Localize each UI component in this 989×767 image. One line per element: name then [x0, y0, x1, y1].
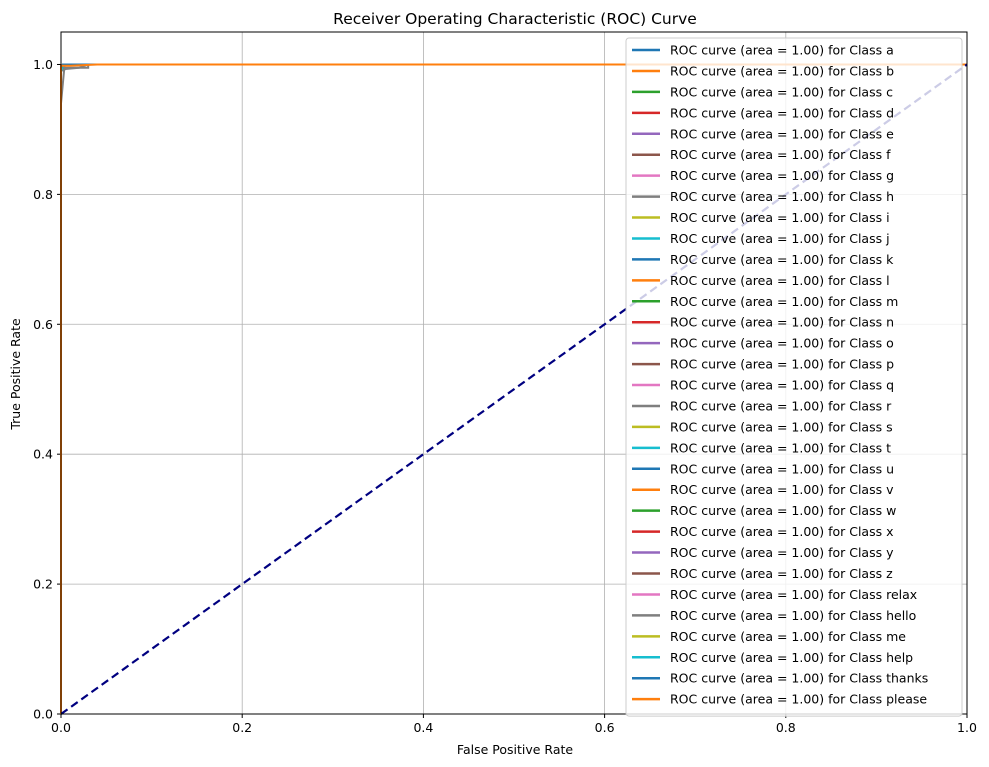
legend-box [625, 37, 963, 717]
legend-entry: ROC curve (area = 1.00) for Class me [670, 629, 906, 644]
legend-entry: ROC curve (area = 1.00) for Class q [670, 378, 894, 393]
y-tick-label: 1.0 [33, 57, 53, 72]
y-axis-label: True Positive Rate [8, 318, 23, 431]
legend-entry: ROC curve (area = 1.00) for Class x [670, 524, 894, 539]
y-axis-ticks: 0.0 0.2 0.4 0.6 0.8 1.0 [33, 57, 61, 722]
legend: ROC curve (area = 1.00) for Class a ROC c… [625, 37, 963, 717]
legend-entry: ROC curve (area = 1.00) for Class m [670, 294, 898, 309]
legend-entry: ROC curve (area = 1.00) for Class a [670, 43, 894, 58]
legend-entry: ROC curve (area = 1.00) for Class l [670, 273, 890, 288]
legend-entry: ROC curve (area = 1.00) for Class w [670, 503, 896, 518]
legend-entry: ROC curve (area = 1.00) for Class u [670, 461, 894, 476]
legend-entry: ROC curve (area = 1.00) for Class y [670, 545, 894, 560]
x-tick-label: 1.0 [957, 720, 977, 735]
x-tick-label: 0.8 [776, 720, 796, 735]
legend-entry: ROC curve (area = 1.00) for Class relax [670, 587, 917, 602]
legend-entry: ROC curve (area = 1.00) for Class r [670, 398, 892, 413]
legend-entry: ROC curve (area = 1.00) for Class k [670, 252, 894, 267]
legend-entry: ROC curve (area = 1.00) for Class d [670, 105, 894, 120]
legend-entry: ROC curve (area = 1.00) for Class help [670, 650, 913, 665]
legend-entry: ROC curve (area = 1.00) for Class s [670, 419, 893, 434]
x-axis-ticks: 0.0 0.2 0.4 0.6 0.8 1.0 [51, 714, 977, 735]
y-tick-label: 0.0 [33, 707, 53, 722]
y-tick-label: 0.6 [33, 317, 53, 332]
legend-entry: ROC curve (area = 1.00) for Class t [670, 440, 891, 455]
legend-entry: ROC curve (area = 1.00) for Class j [670, 231, 890, 246]
legend-entry: ROC curve (area = 1.00) for Class g [670, 168, 894, 183]
legend-entry: ROC curve (area = 1.00) for Class p [670, 357, 894, 372]
x-tick-label: 0.0 [51, 720, 71, 735]
legend-entry: ROC curve (area = 1.00) for Class hello [670, 608, 916, 623]
x-tick-label: 0.6 [595, 720, 615, 735]
legend-entry: ROC curve (area = 1.00) for Class i [670, 210, 890, 225]
legend-entry: ROC curve (area = 1.00) for Class please [670, 692, 927, 707]
y-tick-label: 0.8 [33, 187, 53, 202]
roc-series-group [60, 63, 967, 714]
legend-entry: ROC curve (area = 1.00) for Class z [670, 566, 893, 581]
x-tick-label: 0.2 [232, 720, 252, 735]
legend-entry: ROC curve (area = 1.00) for Class f [670, 147, 891, 162]
x-tick-label: 0.4 [413, 720, 433, 735]
legend-entry: ROC curve (area = 1.00) for Class e [670, 126, 894, 141]
legend-entry: ROC curve (area = 1.00) for Class c [670, 84, 893, 99]
y-tick-label: 0.4 [33, 447, 53, 462]
legend-entry: ROC curve (area = 1.00) for Class h [670, 189, 894, 204]
plot-frame [60, 31, 968, 715]
legend-entry: ROC curve (area = 1.00) for Class b [670, 63, 894, 78]
chart-title: Receiver Operating Characteristic (ROC) … [333, 10, 697, 28]
legend-entry: ROC curve (area = 1.00) for Class thanks [670, 671, 928, 686]
legend-entry: ROC curve (area = 1.00) for Class v [670, 482, 894, 497]
legend-entry: ROC curve (area = 1.00) for Class o [670, 336, 894, 351]
legend-entry: ROC curve (area = 1.00) for Class n [670, 315, 894, 330]
y-tick-label: 0.2 [33, 577, 53, 592]
x-axis-label: False Positive Rate [457, 742, 573, 757]
